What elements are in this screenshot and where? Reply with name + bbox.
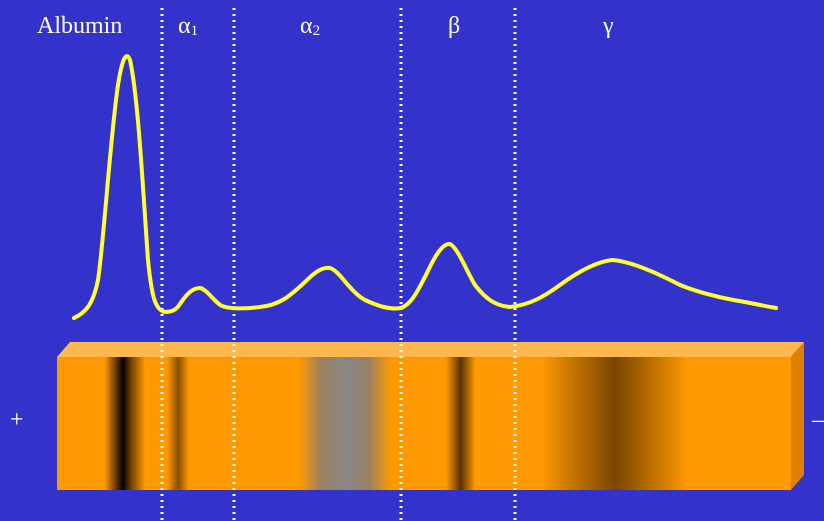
gel-side-face — [791, 342, 804, 490]
gel-front-face — [57, 357, 791, 490]
fraction-label-albumin: Albumin — [37, 13, 123, 39]
fraction-label-alpha1: α1 — [178, 13, 199, 39]
gel-slab — [57, 342, 804, 490]
densitometry-trace — [72, 54, 778, 320]
fraction-dividers — [160, 8, 517, 521]
fraction-label-gamma: γ — [603, 13, 614, 39]
fraction-label-alpha2: α2 — [300, 13, 321, 39]
fraction-label-beta: β — [448, 13, 461, 39]
cathode-label: – — [812, 407, 824, 433]
anode-label: + — [10, 407, 24, 433]
gel-top-face — [57, 342, 804, 357]
